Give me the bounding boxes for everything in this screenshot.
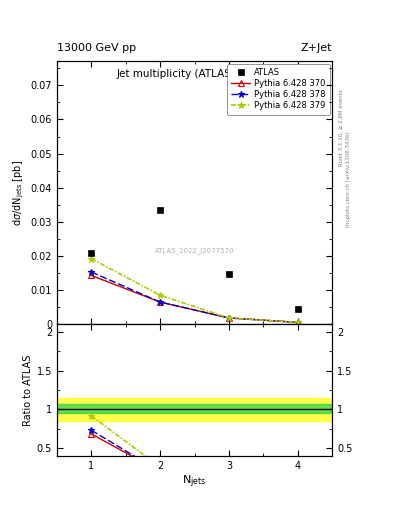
Line: Pythia 6.428 378: Pythia 6.428 378 — [88, 269, 301, 326]
Text: Jet multiplicity (ATLAS Z+jets): Jet multiplicity (ATLAS Z+jets) — [116, 69, 273, 79]
Bar — [57, 404, 332, 413]
Pythia 6.428 379 — [226, 315, 231, 321]
ATLAS — [226, 271, 231, 277]
ATLAS — [89, 249, 94, 255]
Pythia 6.428 370 — [158, 299, 163, 305]
Pythia 6.428 379 — [89, 255, 94, 262]
Text: mcplots.cern.ch [arXiv:1306.3436]: mcplots.cern.ch [arXiv:1306.3436] — [346, 132, 351, 227]
Y-axis label: Ratio to ATLAS: Ratio to ATLAS — [22, 354, 33, 425]
Line: Pythia 6.428 370: Pythia 6.428 370 — [88, 272, 301, 326]
Line: ATLAS: ATLAS — [88, 206, 301, 312]
Pythia 6.428 370 — [226, 315, 231, 321]
Text: 13000 GeV pp: 13000 GeV pp — [57, 43, 136, 53]
Pythia 6.428 370 — [89, 272, 94, 279]
Pythia 6.428 378 — [296, 319, 300, 326]
ATLAS — [158, 207, 163, 213]
Text: Rivet 3.1.10, ≥ 2.8M events: Rivet 3.1.10, ≥ 2.8M events — [339, 90, 344, 166]
Pythia 6.428 370 — [296, 319, 300, 326]
Legend: ATLAS, Pythia 6.428 370, Pythia 6.428 378, Pythia 6.428 379: ATLAS, Pythia 6.428 370, Pythia 6.428 37… — [227, 64, 330, 115]
Pythia 6.428 379 — [158, 292, 163, 298]
Line: Pythia 6.428 379: Pythia 6.428 379 — [88, 255, 301, 326]
Y-axis label: d$\sigma$/dN$_{\rm jets}$ [pb]: d$\sigma$/dN$_{\rm jets}$ [pb] — [12, 160, 26, 226]
Bar — [57, 398, 332, 421]
ATLAS — [296, 306, 300, 312]
Text: Z+Jet: Z+Jet — [301, 43, 332, 53]
Pythia 6.428 378 — [158, 299, 163, 305]
X-axis label: N$_{\rm jets}$: N$_{\rm jets}$ — [182, 473, 207, 489]
Pythia 6.428 378 — [89, 269, 94, 275]
Pythia 6.428 379 — [296, 319, 300, 326]
Pythia 6.428 378 — [226, 315, 231, 321]
Text: ATLAS_2022_J2077570: ATLAS_2022_J2077570 — [155, 247, 234, 254]
